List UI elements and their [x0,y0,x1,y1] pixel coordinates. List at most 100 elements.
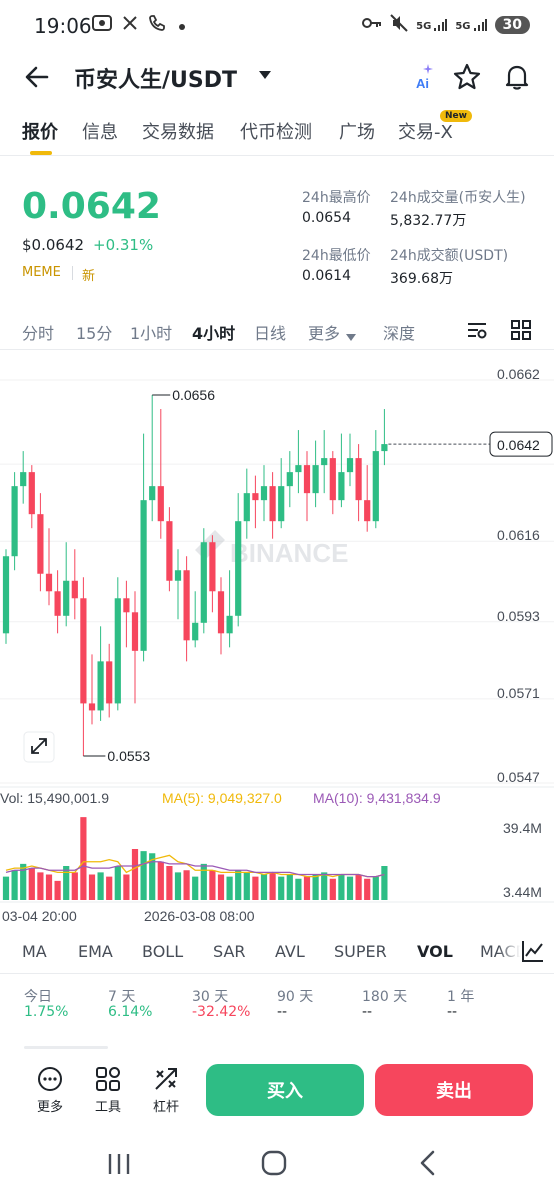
volume-bar [226,876,233,900]
candle-body [20,472,27,487]
home-icon[interactable] [261,1150,287,1180]
current-price-box [489,431,553,457]
ma5-line [5,854,385,878]
candle-body [278,486,285,522]
ai-assistant-icon[interactable]: Ai [412,62,440,92]
min-price-label: 0.0553 [107,748,150,764]
kline-chart[interactable]: BINANCE 0.0662 0.0616 0.0593 0.0571 0.0547 0… [0,350,554,930]
volume-bar [278,876,285,900]
timeframe-15m[interactable]: 15分 [76,324,113,343]
stat-high-value: 0.0654 [302,210,351,226]
volume-bar [364,878,371,900]
layout-grid-icon[interactable] [510,319,532,345]
tab-trade-x[interactable]: 交易-X [398,122,453,143]
leverage-label: 杠杆 [152,1100,179,1115]
candle-body [226,615,233,634]
current-price-label: 0.0642 [497,437,540,453]
volume-bar [45,874,53,900]
candle-body [303,465,311,494]
network-type-2: 5G [455,21,471,32]
candle-body [355,458,362,501]
volume-bar [2,876,10,900]
candle-body [174,570,182,581]
tab-trading-data[interactable]: 交易数据 [142,122,214,143]
more-caret-icon[interactable] [346,326,356,345]
indicator-ema[interactable]: EMA [78,942,113,961]
volume-bar [28,868,35,900]
tab-square[interactable]: 广场 [339,122,375,143]
volume-bar [106,876,113,900]
stat-turnover-value: 369.68万 [390,271,453,287]
timeframe-4h[interactable]: 4小时 [192,324,236,343]
perf-value-today: 1.75% [24,1004,69,1020]
favorite-star-icon[interactable] [452,62,482,92]
timeframe-line[interactable]: 分时 [22,324,55,343]
leverage-icon [155,1068,177,1090]
volume-bar [71,872,78,900]
tab-token-check[interactable]: 代币检测 [240,122,312,143]
status-time: 19:06 [34,14,92,38]
volume-bar [372,876,379,900]
timeframe-1d[interactable]: 日线 [254,324,287,343]
candles [2,395,388,756]
volume-bar [97,872,104,900]
candle-body [131,612,139,651]
volume-bar [252,876,259,900]
pair-title[interactable]: 币安人生/USDT [74,68,238,93]
perf-value-180d: -- [362,1004,373,1020]
indicator-boll[interactable]: BOLL [142,942,184,961]
tools-button[interactable]: 工具 [88,1066,128,1115]
buy-button[interactable]: 买入 [206,1064,364,1116]
candle-body [140,500,147,651]
new-listing-tag: 新 [82,269,96,284]
status-notification-icons [92,14,186,37]
recent-apps-icon[interactable] [106,1152,132,1180]
indicator-sar[interactable]: SAR [213,942,246,961]
candle-body [209,542,216,592]
candle-body [97,661,104,711]
tools-grid-icon [96,1067,120,1091]
indicator-avl[interactable]: AVL [275,942,305,961]
sell-button[interactable]: 卖出 [375,1064,533,1116]
indicator-ma[interactable]: MA [22,942,47,961]
last-price: 0.0642 [22,186,161,227]
leverage-button[interactable]: 杠杆 [146,1066,186,1115]
nav-back-icon[interactable] [418,1150,438,1180]
price-markers: 0.0642 0.0656 0.0553 [83,387,553,764]
candle-body [157,486,164,522]
candle-body [338,472,345,501]
signal-1-icon: 5G [416,18,448,32]
candle-body [321,458,328,466]
chart-settings-icon[interactable] [466,319,488,345]
timeframe-depth[interactable]: 深度 [383,324,416,343]
main-tabs: 报价 信息 交易数据 代币检测 广场 交易-X New [0,104,554,156]
candle-body [269,486,276,522]
candle-body [243,493,250,522]
watermark-text: BINANCE [230,538,348,568]
indicator-settings-icon[interactable] [520,938,546,964]
tab-quote[interactable]: 报价 [22,122,58,143]
volume-bar [243,872,250,900]
indicator-vol[interactable]: VOL [417,942,453,961]
candle-body [346,458,354,473]
kline-chart-svg: BINANCE 0.0662 0.0616 0.0593 0.0571 0.0547 0… [0,366,554,924]
pair-dropdown-caret-icon[interactable] [258,68,272,84]
more-button[interactable]: 更多 [30,1066,70,1115]
notification-bell-icon[interactable] [502,62,532,92]
volume-bar [235,870,242,900]
volume-bar [312,874,319,900]
price-axis-label: 0.0571 [497,685,540,701]
battery-indicator: 30 [494,16,530,34]
tab-info[interactable]: 信息 [82,122,118,143]
volume-bar [209,870,216,900]
candle-body [54,591,61,616]
expand-chart-button[interactable] [23,731,55,763]
time-label-1: 03-04 20:00 [2,908,77,924]
timeframe-1h[interactable]: 1小时 [130,324,173,343]
timeframe-more[interactable]: 更多 [308,324,341,343]
perf-label-today: 今日 [24,989,52,1005]
back-arrow-icon[interactable] [22,62,52,92]
indicator-super[interactable]: SUPER [334,942,387,961]
volume-bar [11,870,18,900]
meme-tag[interactable]: MEME [22,265,61,280]
